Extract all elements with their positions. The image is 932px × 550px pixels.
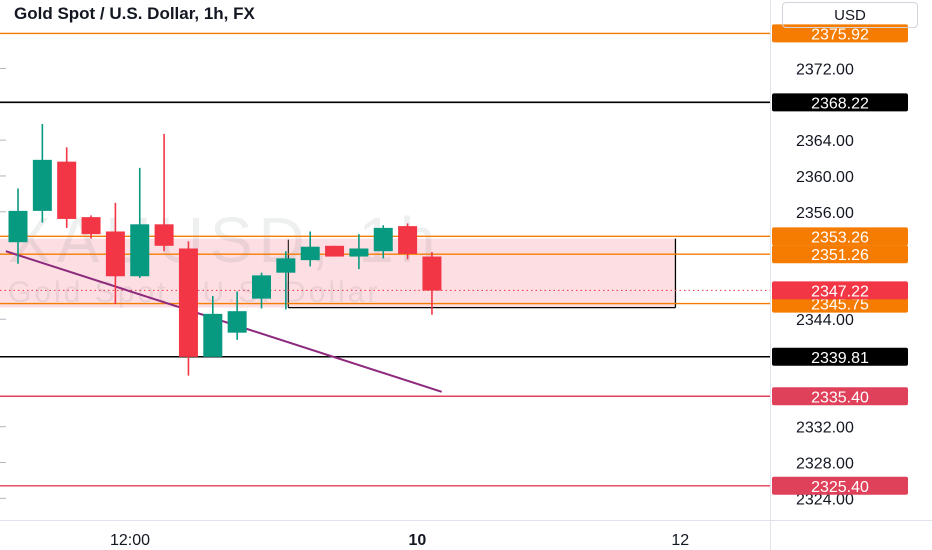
price-label-text: 2351.26 [811,247,869,264]
candle-body [8,210,28,243]
candle-body [178,248,198,357]
y-tick-label: 2364.00 [796,133,854,150]
price-label-box [772,347,908,366]
y-tick-label: 2324.00 [796,491,854,508]
candle-body [276,258,296,273]
trendline [5,250,442,393]
y-tick-label: 2344.00 [796,312,854,329]
price-label-box [772,281,908,300]
price-label-text: 2368.22 [811,95,869,112]
x-tick-label: 10 [408,532,426,549]
x-tick-label: 12 [671,532,689,549]
price-label-text: 2375.92 [811,26,869,43]
candle-body [398,226,418,254]
candle-body [105,231,125,277]
candle-body [81,217,101,235]
price-label-text: 2353.26 [811,229,869,246]
x-tick-label: 12:00 [110,532,150,549]
watermark-symbol: XAUUSD, 1h [8,204,441,276]
candle-body [422,256,442,291]
candle-body [349,248,369,257]
candle-body [300,246,320,261]
candle-body [154,224,174,246]
price-label-text: 2325.40 [811,479,869,496]
chart-title: Gold Spot / U.S. Dollar, 1h, FX [14,4,255,23]
price-label-text: 2335.40 [811,389,869,406]
y-tick-label: 2328.00 [796,456,854,473]
price-label-box [772,387,908,406]
currency-selector[interactable]: USD [782,2,918,28]
y-tick-label: 2372.00 [796,62,854,79]
price-label-box [772,93,908,112]
y-tick-label: 2360.00 [796,169,854,186]
candle-body [203,313,223,357]
y-tick-label: 2356.00 [796,205,854,222]
price-label-box [772,476,908,495]
candle-body [373,227,393,252]
candle-body [325,245,345,257]
price-label-box [772,245,908,264]
candle-body [130,224,150,277]
candle-body [227,311,247,333]
candle-body [252,275,271,299]
price-label-text: 2347.22 [811,283,869,300]
price-label-text: 2339.81 [811,350,869,367]
candle-body [32,159,52,211]
price-label-box [772,24,908,43]
candle-body [57,161,77,219]
price-label-text: 2345.75 [811,297,869,314]
y-tick-label: 2332.00 [796,420,854,437]
price-label-box [772,227,908,246]
